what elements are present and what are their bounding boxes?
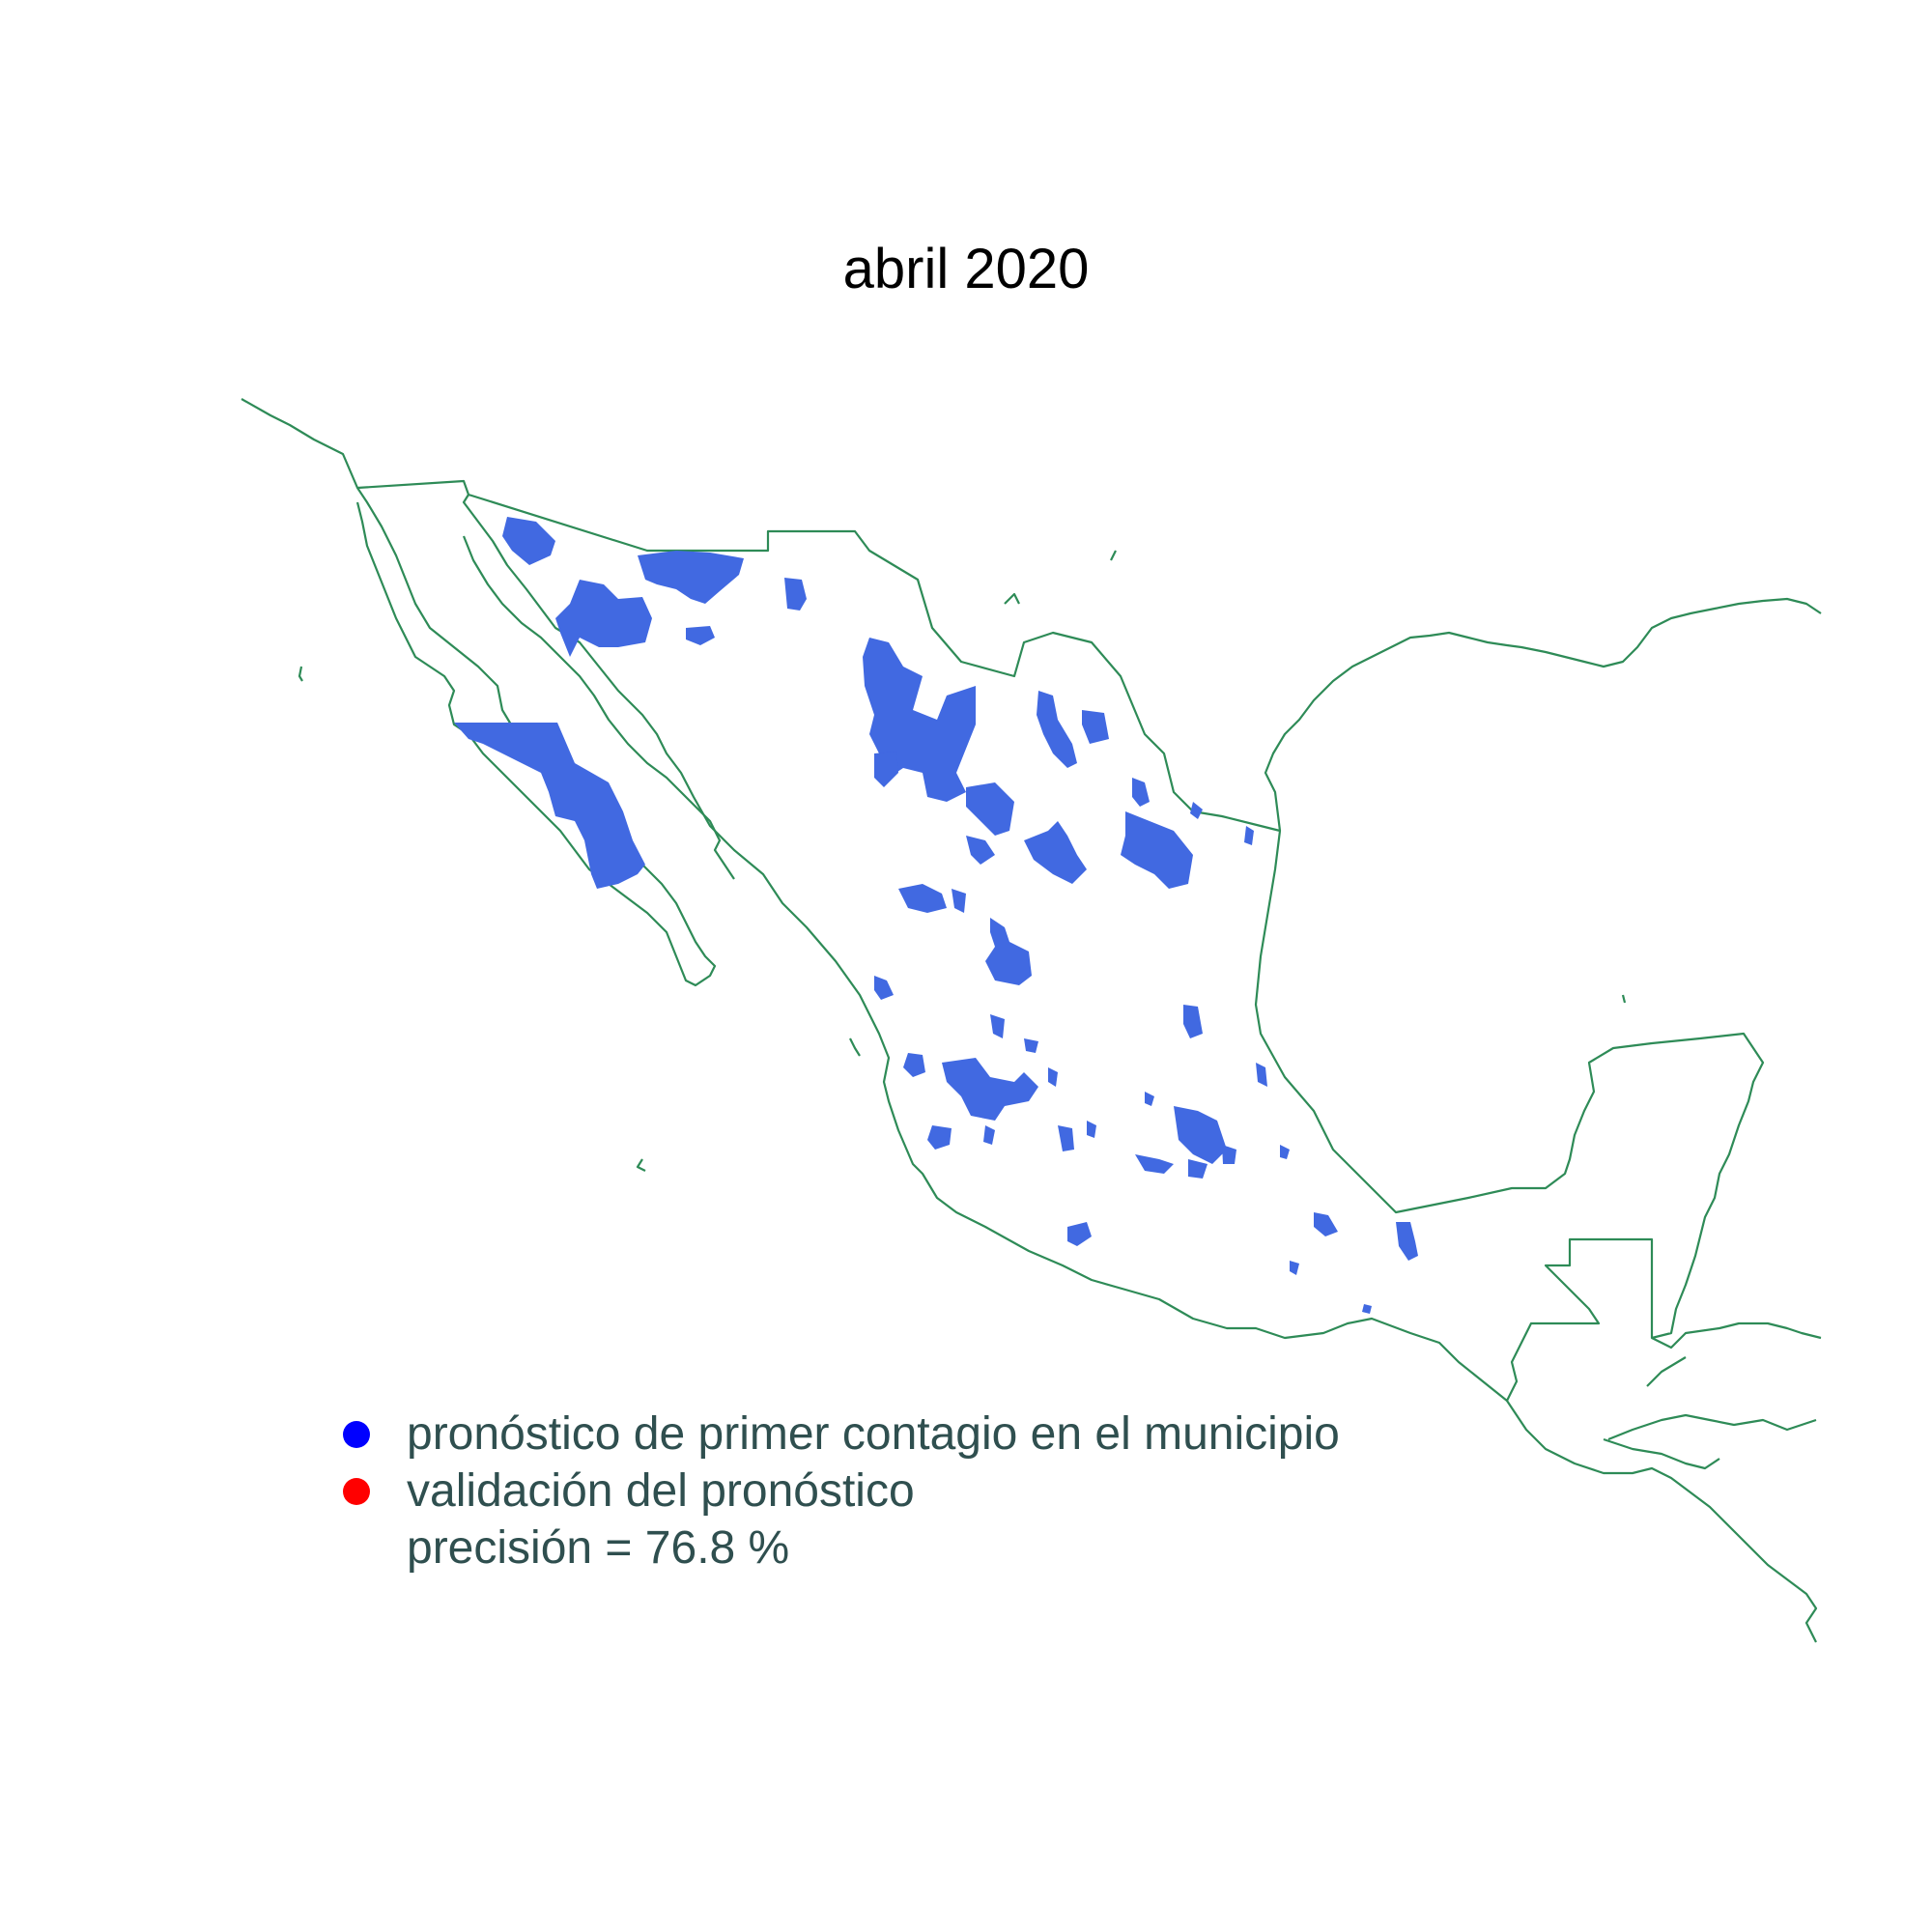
region-hidalgo xyxy=(1222,1145,1236,1164)
region-coahuila-a xyxy=(1082,710,1109,744)
legend-label-forecast: pronóstico de primer contagio en el muni… xyxy=(407,1408,1340,1460)
region-nuevo-leon-b xyxy=(1132,778,1150,807)
region-coahuila-b xyxy=(1024,821,1087,884)
region-nayarit xyxy=(903,1053,925,1077)
region-nuevo-leon xyxy=(1121,811,1193,889)
region-zacatecas xyxy=(990,1014,1005,1038)
region-oaxaca xyxy=(1314,1212,1338,1236)
gulf-of-california-east xyxy=(462,535,735,880)
region-sonora-central xyxy=(555,580,652,657)
legend-precision-note: precisión = 76.8 % xyxy=(407,1522,790,1574)
region-sonora-north xyxy=(638,551,744,604)
country-boundaries xyxy=(241,398,1822,1643)
region-tamaulipas-c xyxy=(1244,826,1254,845)
region-veracruz-n xyxy=(1256,1063,1267,1087)
islands xyxy=(298,550,1627,1172)
region-durango-n xyxy=(1037,691,1077,768)
region-baja-sur xyxy=(454,723,645,889)
baja-california-coastline xyxy=(241,398,717,987)
region-guanajuato xyxy=(1145,1092,1154,1106)
legend-item-validation: validación del pronóstico xyxy=(343,1463,1340,1520)
region-sonora-small xyxy=(686,626,715,645)
mexico-coastline xyxy=(356,479,1765,1403)
region-chihuahua-sw xyxy=(874,752,898,787)
region-colima xyxy=(983,1125,995,1145)
region-chihuahua-n xyxy=(784,578,807,611)
region-tabasco xyxy=(1396,1222,1418,1261)
region-veracruz-c xyxy=(1280,1145,1290,1159)
legend-label-validation: validación del pronóstico xyxy=(407,1465,915,1517)
region-queretaro xyxy=(1174,1106,1227,1164)
region-guerrero xyxy=(1067,1222,1092,1246)
legend-dot-validation xyxy=(343,1477,370,1505)
region-oaxaca-b xyxy=(1290,1261,1299,1275)
us-gulf-coast xyxy=(1264,597,1822,832)
guatemala-border xyxy=(1603,1321,1822,1470)
region-michoacan-b xyxy=(1087,1121,1096,1138)
region-jalisco-a xyxy=(942,1058,1038,1121)
region-sonora-nw xyxy=(502,517,555,565)
region-coahuila-c xyxy=(966,836,995,865)
region-mexico-a xyxy=(1135,1154,1174,1174)
map-title: abril 2020 xyxy=(842,238,1090,300)
region-slp xyxy=(1183,1005,1203,1038)
region-michoacan-a xyxy=(1058,1125,1074,1151)
region-sinaloa-a xyxy=(898,884,947,913)
region-mexico-b xyxy=(1188,1159,1208,1179)
region-veracruz-s xyxy=(1362,1304,1372,1314)
region-tamaulipas-n xyxy=(1190,802,1203,819)
region-chihuahua-south xyxy=(966,782,1014,836)
central-america-coast xyxy=(1506,1400,1818,1643)
legend-item-forecast: pronóstico de primer contagio en el muni… xyxy=(343,1406,1340,1463)
region-sinaloa-b xyxy=(874,976,894,1000)
region-jalisco-c xyxy=(927,1125,952,1150)
region-jalisco-b xyxy=(1048,1067,1058,1087)
region-durango-s xyxy=(985,918,1032,985)
legend: pronóstico de primer contagio en el muni… xyxy=(343,1406,1340,1577)
region-zacatecas-b xyxy=(1024,1038,1038,1053)
region-durango-b xyxy=(952,889,966,913)
legend-dot-forecast xyxy=(343,1420,370,1448)
forecast-regions xyxy=(454,517,1418,1314)
